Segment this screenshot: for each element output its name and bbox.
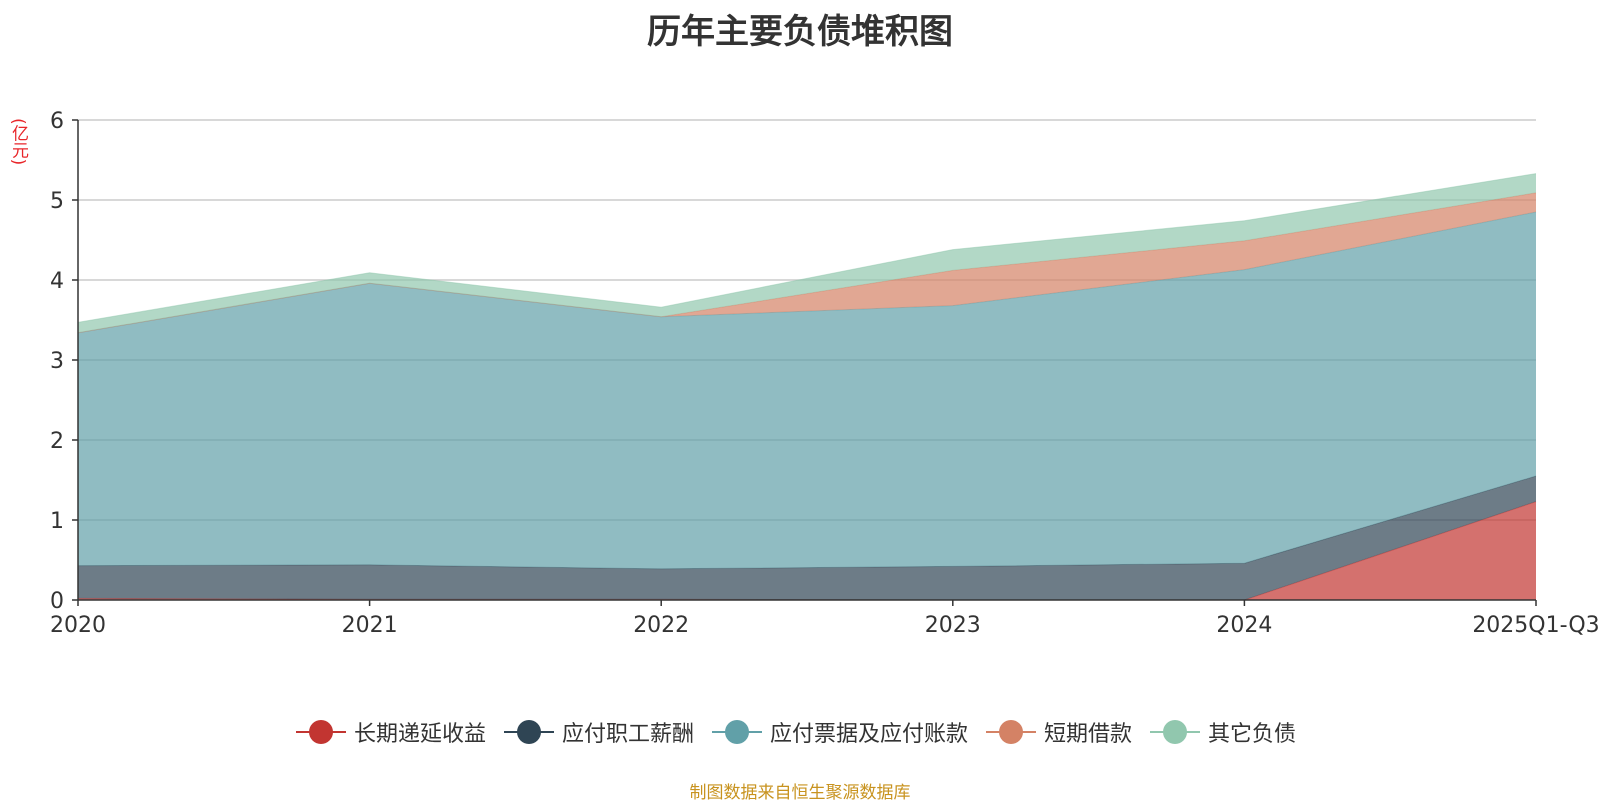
x-tick-label: 2020 (50, 613, 106, 638)
y-tick-label: 6 (50, 109, 64, 134)
legend-item[interactable]: 应付职工薪酬 (503, 716, 694, 748)
legend-marker-icon (295, 720, 346, 744)
area-series-4 (78, 192, 1536, 333)
legend-marker-icon (986, 720, 1036, 744)
legend-marker-icon (503, 720, 554, 744)
chart-title: 历年主要负债堆积图 (647, 12, 953, 52)
legend-item[interactable]: 应付票据及应付账款 (711, 716, 968, 748)
y-axis-unit-label: (亿元) (8, 118, 28, 166)
legend-marker-icon (711, 720, 762, 744)
legend-item[interactable]: 其它负债 (1150, 716, 1296, 748)
legend-label: 其它负债 (1208, 722, 1297, 747)
y-tick-label: 0 (50, 589, 64, 614)
x-tick-label: 2025Q1-Q3 (1472, 613, 1599, 638)
data-source-note: 制图数据来自恒生聚源数据库 (689, 783, 911, 803)
legend: 长期递延收益 应付职工薪酬 应付票据及应付账款 短期借款 其它负债 (0, 716, 1600, 748)
legend-label: 应付职工薪酬 (561, 722, 694, 747)
x-tick-label: 2022 (633, 613, 689, 638)
y-tick-label: 4 (50, 269, 64, 294)
legend-label: 应付票据及应付账款 (769, 722, 968, 747)
area-series-2 (78, 476, 1536, 600)
x-tick-label: 2023 (925, 613, 981, 638)
y-tick-label: 1 (50, 509, 64, 534)
y-tick-label: 3 (50, 349, 64, 374)
legend-label: 短期借款 (1044, 722, 1133, 747)
area-series-3 (78, 212, 1536, 569)
legend-item[interactable]: 短期借款 (986, 716, 1132, 748)
x-tick-label: 2021 (342, 613, 398, 638)
x-tick-label: 2024 (1216, 613, 1272, 638)
y-tick-label: 5 (50, 189, 64, 214)
legend-label: 长期递延收益 (353, 722, 486, 747)
legend-item[interactable]: 长期递延收益 (295, 716, 486, 748)
axes: 0 1 2 3 4 5 6 2020 2021 2022 2023 2024 2025Q1-Q3 (50, 109, 1600, 638)
legend-marker-icon (1150, 720, 1201, 744)
area-series-1 (78, 501, 1536, 600)
y-tick-label: 2 (50, 429, 64, 454)
area-series (77, 173, 1537, 601)
series-line-5 (77, 173, 1537, 323)
